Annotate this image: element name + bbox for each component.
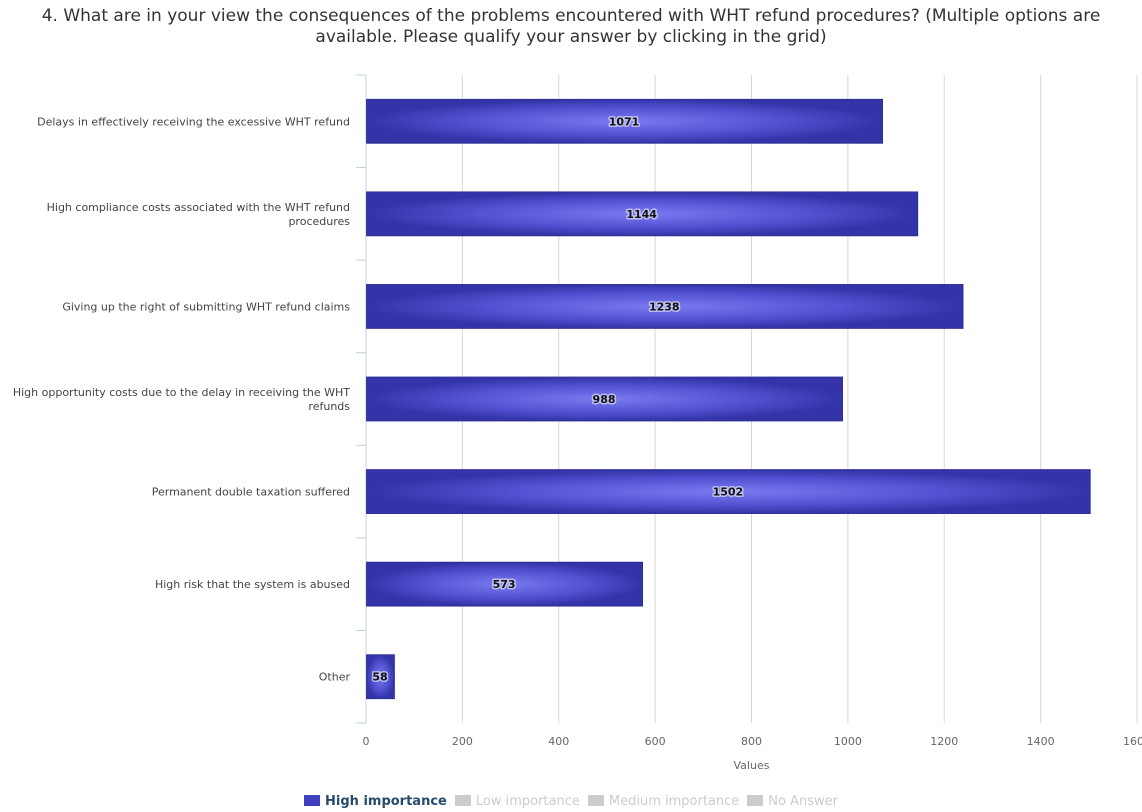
legend-item[interactable]: Medium importance bbox=[587, 794, 740, 809]
bar bbox=[366, 654, 395, 700]
x-tick-label: 1600 bbox=[1123, 735, 1142, 748]
legend-swatch bbox=[747, 795, 764, 806]
chart-legend: High importance Low importance Medium impo… bbox=[0, 794, 1142, 809]
data-label-halo: 58 bbox=[372, 671, 387, 684]
legend-label: High importance bbox=[325, 794, 447, 809]
legend-swatch bbox=[587, 795, 604, 806]
bar bbox=[366, 561, 644, 607]
category-label: Other bbox=[319, 671, 351, 684]
x-axis-title: Values bbox=[734, 759, 770, 772]
category-label: High compliance costs associated with th… bbox=[47, 201, 351, 228]
category-label: Giving up the right of submitting WHT re… bbox=[62, 300, 350, 313]
x-tick-label: 1400 bbox=[1027, 735, 1055, 748]
category-label: Delays in effectively receiving the exce… bbox=[37, 115, 350, 128]
data-label-halo: 988 bbox=[593, 393, 616, 406]
data-label-halo: 1502 bbox=[713, 486, 744, 499]
legend-item[interactable]: High importance bbox=[304, 794, 447, 809]
bar bbox=[366, 376, 843, 422]
data-label: 1071 bbox=[609, 115, 640, 128]
bar-chart: 0 200 400 600 800 1000 1200 1400 1600 Values Dela… bbox=[13, 74, 1142, 772]
legend-swatch bbox=[454, 795, 471, 806]
x-tick-label: 400 bbox=[548, 735, 569, 748]
category-label: High risk that the system is abused bbox=[155, 578, 350, 591]
data-label: 1144 bbox=[626, 208, 657, 221]
data-label: 1238 bbox=[649, 300, 680, 313]
x-tick-label: 0 bbox=[363, 735, 370, 748]
x-tick-label: 1200 bbox=[930, 735, 958, 748]
x-tick-label: 600 bbox=[645, 735, 666, 748]
data-label-halo: 1144 bbox=[626, 208, 657, 221]
x-tick-label: 1000 bbox=[834, 735, 862, 748]
x-tick-label: 800 bbox=[741, 735, 762, 748]
legend-label: Medium importance bbox=[608, 794, 740, 809]
legend-item[interactable]: No Answer bbox=[747, 794, 838, 809]
bar bbox=[366, 191, 919, 237]
data-label-halo: 1238 bbox=[649, 300, 680, 313]
legend-label: No Answer bbox=[768, 794, 838, 809]
data-label-halo: 573 bbox=[493, 578, 516, 591]
bar bbox=[366, 284, 964, 329]
bar bbox=[366, 469, 1091, 514]
category-label: High opportunity costs due to the delay … bbox=[13, 386, 350, 413]
bar bbox=[366, 98, 883, 144]
data-label-halo: 1071 bbox=[609, 115, 640, 128]
data-label: 988 bbox=[593, 393, 616, 406]
chart-title: 4. What are in your view the consequence… bbox=[41, 6, 1101, 47]
data-label: 573 bbox=[493, 578, 516, 591]
legend-item[interactable]: Low importance bbox=[454, 794, 580, 809]
data-label: 58 bbox=[372, 671, 387, 684]
x-tick-label: 200 bbox=[452, 735, 473, 748]
category-label: Permanent double taxation suffered bbox=[152, 486, 350, 499]
legend-swatch bbox=[304, 795, 321, 806]
data-label: 1502 bbox=[713, 486, 744, 499]
legend-label: Low importance bbox=[475, 794, 580, 809]
